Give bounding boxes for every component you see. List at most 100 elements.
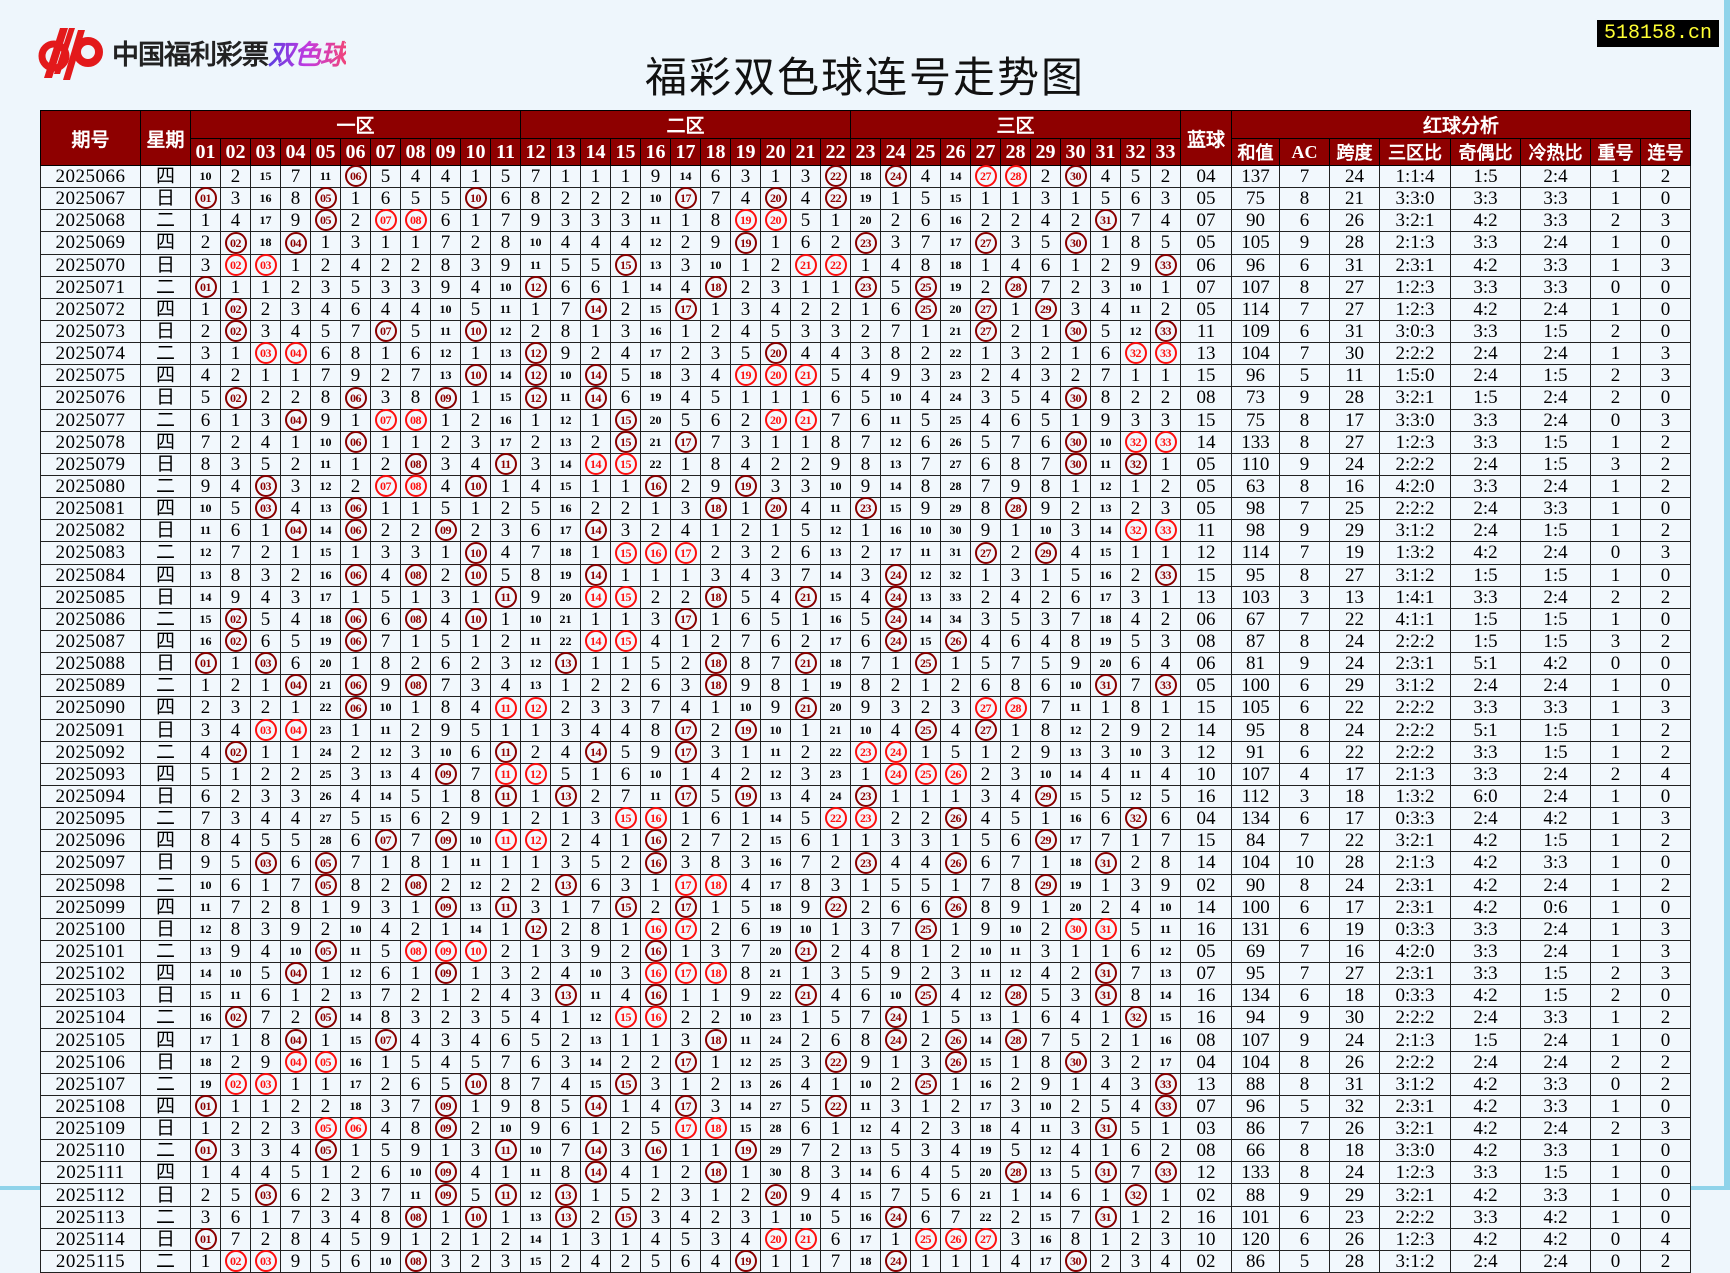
omission-cell: 5 <box>640 1117 671 1141</box>
omission-cell: 2 <box>310 253 341 277</box>
stat-odd-even-cell: 3:3 <box>1450 1205 1521 1229</box>
omission-cell: 12 <box>430 342 461 366</box>
omission-cell: 2 <box>820 231 851 255</box>
table-row: 2025066 四 10 2 15 7 11 06 5 4 4 1 5 7 1 1 1 9 14 6 3 1 3 22 18 24… <box>40 164 1692 189</box>
omission-cell: 9 <box>850 696 881 720</box>
header-red-column: 02 <box>220 138 251 166</box>
omission-cell: 2 <box>910 1028 941 1052</box>
omission-cell: 1 <box>640 497 671 521</box>
blue-ball-cell: 06 <box>1180 607 1232 631</box>
omission-cell: 1 <box>610 474 641 499</box>
omission-cell: 1 <box>190 209 221 233</box>
stat-zone-ratio-cell: 1:1:4 <box>1379 164 1451 189</box>
stat-span-cell: 25 <box>1329 497 1380 521</box>
omission-cell: 13 <box>370 762 401 786</box>
omission-cell: 20 <box>820 696 851 720</box>
stat-zone-ratio-cell: 2:3:1 <box>1379 895 1451 919</box>
omission-cell: 7 <box>220 541 251 565</box>
omission-cell: 2 <box>280 1006 311 1030</box>
omission-cell: 6 <box>670 1249 701 1273</box>
red-ball-circle: 13 <box>554 1183 577 1206</box>
weekday-cell: 四 <box>140 164 191 189</box>
blue-ball-cell: 15 <box>1180 364 1232 388</box>
blue-ball-cell: 13 <box>1180 342 1232 366</box>
omission-cell: 7 <box>1060 607 1091 631</box>
omission-cell: 1 <box>790 962 821 986</box>
omission-cell: 6 <box>610 762 641 786</box>
header-red-column: 24 <box>880 138 911 166</box>
omission-cell: 7 <box>820 1249 851 1273</box>
omission-cell: 2 <box>670 1006 701 1030</box>
omission-cell: 1 <box>790 430 821 454</box>
red-ball-circle: 06 <box>344 430 367 453</box>
stat-sum-cell: 75 <box>1231 408 1280 432</box>
omission-cell: 2 <box>370 1072 401 1096</box>
omission-cell: 2 <box>850 541 881 565</box>
red-ball-hit-cell: 23 <box>850 851 881 875</box>
blue-ball-cell: 05 <box>1180 674 1232 698</box>
omission-cell: 6 <box>1030 253 1061 277</box>
red-ball-hit-cell: 24 <box>880 164 911 189</box>
red-ball-circle: 15 <box>614 253 637 276</box>
red-ball-circle: 11 <box>494 895 517 918</box>
omission-cell: 3 <box>580 209 611 233</box>
header-stat: 连号 <box>1639 138 1692 166</box>
omission-cell: 2 <box>250 1117 281 1141</box>
omission-cell: 14 <box>850 1161 881 1185</box>
omission-cell: 3 <box>340 231 371 255</box>
red-ball-circle: 21 <box>794 940 817 963</box>
omission-cell: 15 <box>250 164 281 189</box>
red-ball-circle: 25 <box>914 917 937 940</box>
red-ball-hit-cell: 23 <box>850 231 881 255</box>
omission-cell: 2 <box>1120 1227 1151 1251</box>
omission-cell: 4 <box>550 962 581 986</box>
weekday-cell: 日 <box>140 319 191 344</box>
blue-ball-cell: 12 <box>1180 541 1232 565</box>
consecutive-ball-circle: 05 <box>314 1050 337 1073</box>
red-ball-circle: 33 <box>1154 320 1177 343</box>
period-cell: 2025066 <box>40 164 141 189</box>
omission-cell: 18 <box>940 253 971 277</box>
omission-cell: 14 <box>550 452 581 476</box>
header-red-column: 32 <box>1120 138 1151 166</box>
omission-cell: 1 <box>1150 452 1181 476</box>
red-ball-hit-cell: 15 <box>610 430 641 454</box>
red-ball-hit-cell: 08 <box>400 474 431 499</box>
stat-consecutive-cell: 3 <box>1639 696 1692 720</box>
table-row: 2025067 日 01 3 16 8 05 1 6 5 5 10 6 8 2 2 2 10 17 7 4 20 4 22 19… <box>40 187 1692 211</box>
stat-ac-cell: 7 <box>1279 962 1330 986</box>
red-ball-circle: 10 <box>464 607 487 630</box>
omission-cell: 2 <box>250 895 281 919</box>
stat-repeat-cell: 2 <box>1590 209 1641 233</box>
blue-ball-cell: 05 <box>1180 231 1232 255</box>
omission-cell: 9 <box>430 275 461 299</box>
consecutive-ball-circle: 21 <box>794 253 817 276</box>
red-ball-hit-cell: 30 <box>1060 917 1091 941</box>
red-ball-circle: 28 <box>1004 275 1027 298</box>
omission-cell: 6 <box>790 829 821 853</box>
omission-cell: 1 <box>790 386 821 410</box>
red-ball-hit-cell: 32 <box>1120 430 1151 454</box>
omission-cell: 3 <box>940 1117 971 1141</box>
omission-cell: 1 <box>670 452 701 476</box>
omission-cell: 10 <box>190 164 221 189</box>
omission-cell: 32 <box>940 563 971 587</box>
stat-ac-cell: 8 <box>1279 629 1330 654</box>
omission-cell: 4 <box>1090 164 1121 189</box>
red-ball-hit-cell: 33 <box>1150 342 1181 366</box>
stat-zone-ratio-cell: 1:2:3 <box>1379 297 1451 321</box>
red-ball-circle: 25 <box>914 984 937 1007</box>
omission-cell: 3 <box>700 563 731 587</box>
header-red-column: 33 <box>1150 138 1181 166</box>
omission-cell: 4 <box>580 1249 611 1273</box>
omission-cell: 7 <box>280 1205 311 1229</box>
omission-cell: 2 <box>670 342 701 366</box>
omission-cell: 2 <box>670 474 701 499</box>
red-ball-hit-cell: 05 <box>310 1117 341 1141</box>
omission-cell: 20 <box>550 585 581 609</box>
omission-cell: 3 <box>1150 629 1181 654</box>
consecutive-ball-circle: 23 <box>854 807 877 830</box>
omission-cell: 6 <box>1060 585 1091 609</box>
omission-cell: 4 <box>280 319 311 344</box>
stat-sum-cell: 109 <box>1231 319 1280 344</box>
